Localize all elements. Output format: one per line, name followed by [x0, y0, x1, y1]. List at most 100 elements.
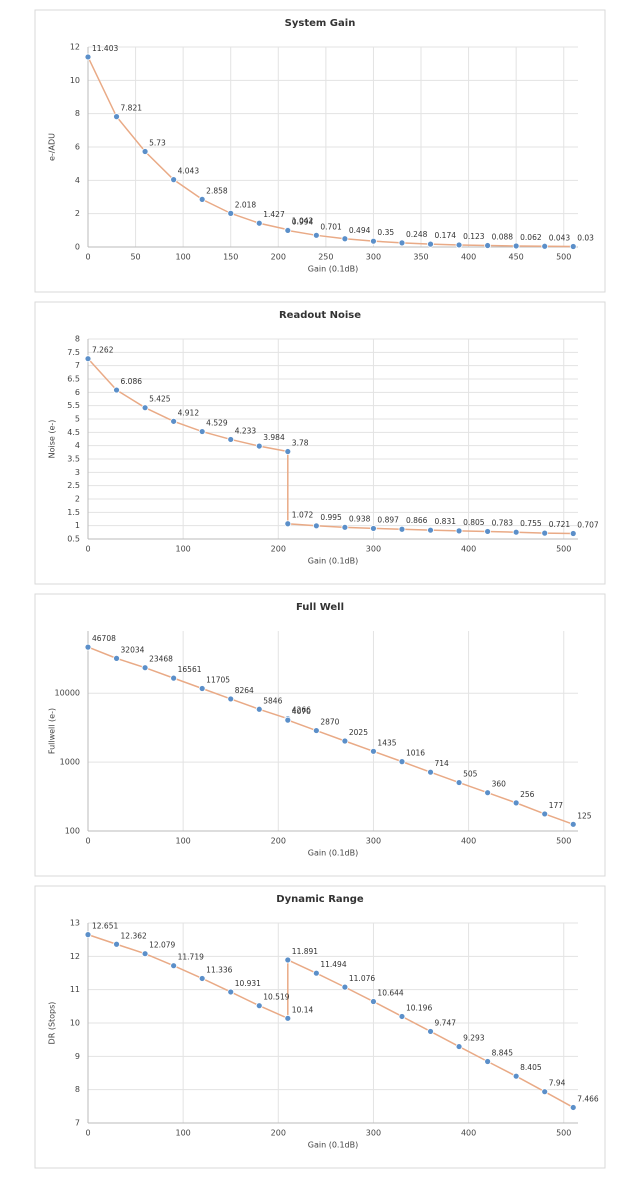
x-tick-label: 200 [271, 1129, 286, 1138]
data-label: 10.196 [406, 1003, 432, 1012]
data-label: 0.174 [435, 231, 457, 240]
data-label: 0.995 [320, 513, 342, 522]
data-label: 0.123 [463, 232, 485, 241]
data-label: 0.03 [577, 234, 594, 243]
data-point [198, 195, 206, 203]
data-point [512, 1072, 520, 1080]
data-label: 12.651 [92, 922, 118, 931]
data-point [398, 758, 406, 766]
data-label: 125 [577, 811, 592, 820]
data-point [284, 448, 292, 455]
data-label: 32034 [121, 645, 145, 654]
x-tick-label: 150 [223, 253, 238, 262]
y-tick-label: 4 [75, 176, 80, 185]
y-tick-label: 7 [75, 361, 80, 370]
chart-panel: System Gain Gain (0.1dB) e-/ADU 0 2 4 6 8 10 12 0 5… [34, 9, 606, 293]
data-label: 360 [492, 780, 507, 789]
x-axis-label: Gain (0.1dB) [308, 265, 358, 274]
x-tick-label: 300 [366, 837, 381, 846]
data-point [455, 241, 463, 249]
panel-border [34, 593, 606, 877]
chart-panel: Readout Noise Gain (0.1dB) Noise (e-) 0.5 1 1… [34, 301, 606, 585]
data-point [284, 227, 292, 234]
data-point [541, 242, 549, 250]
data-point [170, 674, 178, 682]
data-point [84, 931, 92, 939]
data-point [541, 810, 549, 818]
y-axis-label: DR (Stops) [48, 1002, 57, 1045]
data-label: 3.984 [263, 433, 285, 442]
data-point [370, 747, 377, 755]
data-label: 2870 [320, 718, 339, 727]
data-label: 10.14 [292, 1005, 314, 1014]
data-point [170, 176, 178, 184]
data-point [113, 386, 120, 394]
y-tick-label: 6 [75, 143, 80, 152]
data-point [284, 956, 292, 964]
data-label: 0.994 [292, 217, 314, 226]
data-point [541, 1088, 549, 1096]
data-label: 8.845 [492, 1049, 514, 1058]
data-point [312, 522, 320, 530]
data-label: 3.78 [292, 439, 309, 448]
x-tick-label: 0 [85, 545, 90, 554]
data-label: 11.891 [292, 947, 318, 956]
data-label: 0.043 [549, 233, 571, 242]
data-label: 0.721 [549, 520, 571, 529]
data-label: 11.076 [349, 974, 375, 983]
data-point [255, 705, 263, 713]
y-tick-label: 1 [75, 521, 80, 530]
data-label: 8.405 [520, 1063, 542, 1072]
data-point [170, 962, 178, 970]
data-label: 4.233 [235, 426, 257, 435]
chart-title: Readout Noise [279, 310, 361, 321]
data-label: 0.062 [520, 233, 542, 242]
data-point [484, 1058, 492, 1065]
data-point [484, 242, 492, 249]
data-label: 0.866 [406, 516, 428, 525]
data-label: 46708 [92, 634, 116, 643]
x-tick-label: 500 [556, 837, 571, 846]
x-tick-label: 200 [271, 253, 286, 262]
data-point [227, 695, 235, 703]
data-label: 7.821 [121, 104, 143, 113]
x-axis-label: Gain (0.1dB) [308, 1141, 358, 1150]
data-point [569, 1104, 577, 1111]
data-point [284, 520, 292, 528]
data-point [427, 768, 434, 776]
y-tick-label: 10 [70, 76, 80, 85]
y-tick-label: 11 [70, 985, 80, 994]
data-label: 0.805 [463, 518, 485, 527]
data-label: 1.072 [292, 511, 314, 520]
x-tick-label: 400 [461, 1129, 476, 1138]
y-tick-label: 8 [75, 335, 80, 344]
data-point [455, 527, 463, 535]
x-tick-label: 400 [461, 837, 476, 846]
data-label: 11.494 [320, 960, 346, 969]
data-point [255, 1002, 263, 1010]
data-point [569, 820, 577, 828]
y-tick-label: 4.5 [67, 428, 80, 437]
data-point [255, 442, 263, 450]
data-label: 5.425 [149, 395, 171, 404]
data-point [312, 231, 320, 239]
data-point [284, 1014, 292, 1022]
data-label: 12.362 [121, 931, 147, 940]
panel-border [34, 301, 606, 585]
y-tick-label: 5.5 [67, 401, 80, 410]
x-tick-label: 400 [461, 545, 476, 554]
y-tick-label: 0.5 [67, 535, 80, 544]
data-label: 5.73 [149, 139, 166, 148]
data-label: 8264 [235, 686, 254, 695]
data-label: 10.519 [263, 993, 289, 1002]
data-point [341, 523, 349, 531]
data-point [84, 53, 92, 61]
data-label: 2025 [349, 728, 368, 737]
data-point [198, 685, 206, 692]
y-tick-label: 1.5 [67, 508, 80, 517]
data-point [398, 239, 406, 247]
data-label: 0.783 [492, 518, 514, 527]
data-point [455, 1043, 463, 1050]
data-point [141, 404, 149, 412]
data-label: 11.403 [92, 44, 118, 53]
